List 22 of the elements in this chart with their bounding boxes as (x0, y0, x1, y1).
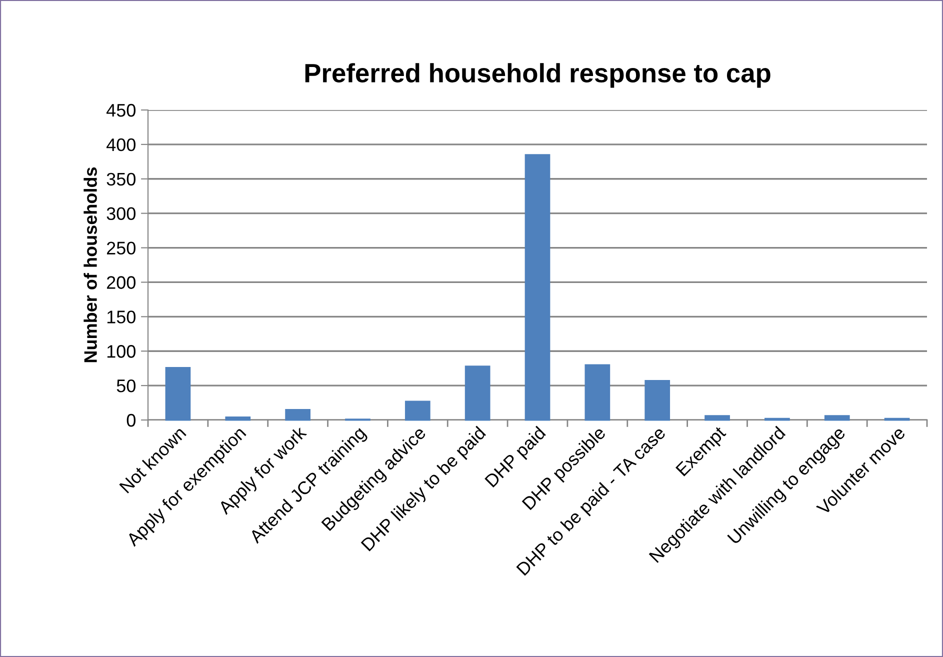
bar (464, 366, 490, 421)
bar (584, 364, 610, 421)
y-tick-label: 400 (106, 138, 136, 152)
y-tick-label: 350 (106, 172, 136, 186)
bar (644, 380, 670, 421)
bar (404, 400, 430, 421)
bar (225, 416, 251, 421)
y-tick-label: 0 (126, 414, 136, 427)
y-tick-label: 50 (116, 379, 136, 392)
y-tick-label: 450 (106, 104, 136, 117)
bar (285, 408, 310, 421)
y-axis-title: Number of households (84, 167, 97, 362)
y-tick-label: 300 (106, 207, 136, 220)
chart-title: Preferred household response to cap (305, 63, 770, 88)
y-tick-label: 200 (106, 276, 136, 289)
bar (824, 415, 850, 421)
bar (704, 415, 730, 421)
y-tick-label: 100 (107, 345, 136, 358)
bar (524, 154, 550, 421)
y-tick-label: 250 (106, 242, 136, 254)
bar (165, 366, 191, 421)
y-tick-label: 150 (107, 310, 136, 324)
